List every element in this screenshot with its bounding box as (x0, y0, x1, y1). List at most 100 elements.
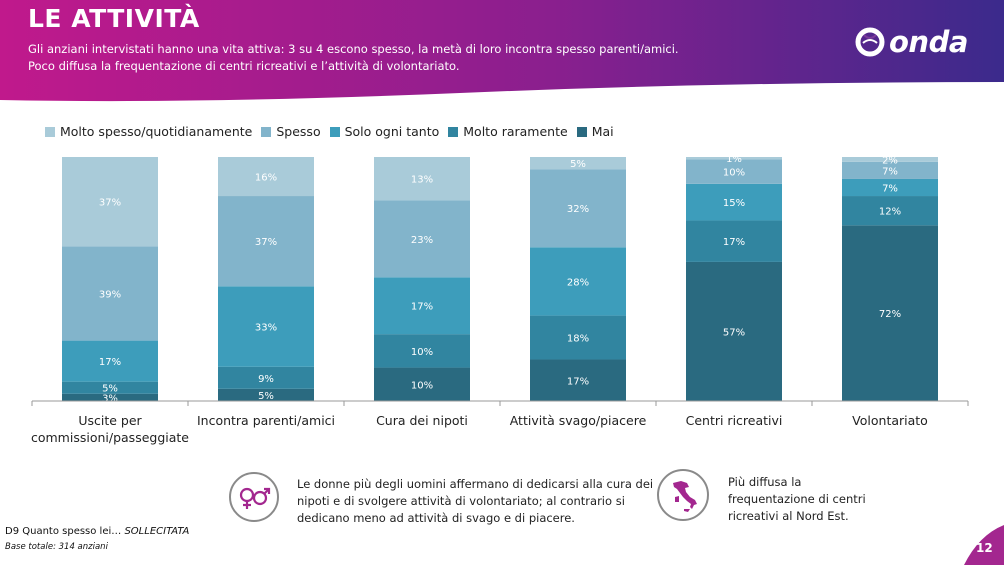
bar-segment (686, 183, 782, 221)
category-label: Incontra parenti/amici (197, 413, 335, 428)
logo-text: onda (889, 25, 968, 59)
page-title: LE ATTIVITÀ (28, 4, 200, 33)
data-label: 17% (567, 376, 589, 387)
data-label: 2% (882, 155, 898, 166)
legend-swatch (45, 126, 55, 137)
question-source: D9 Quanto spesso lei… SOLLECITATA (5, 526, 189, 537)
bar-segment (530, 157, 626, 170)
bar-segment (218, 366, 314, 389)
gender-note-line-2: nipoti e di svolgere attività di volonta… (297, 494, 625, 508)
gender-note-line-1: Le donne più degli uomini affermano di d… (297, 477, 654, 491)
bar-segment (842, 225, 938, 401)
data-label: 57% (723, 327, 745, 338)
data-label: 12% (879, 207, 901, 218)
onda-logo: onda (855, 22, 968, 62)
bar-segment (842, 196, 938, 226)
bar-segment (686, 157, 782, 160)
question-prefix: D9 Quanto spesso lei… (5, 526, 125, 537)
page-number: 12 (976, 541, 993, 555)
question-suffix: SOLLECITATA (124, 526, 190, 537)
bar-segment (374, 200, 470, 278)
bar-segment (62, 393, 158, 401)
bar-segment (218, 196, 314, 287)
sample-base: Base totale: 314 anziani (5, 542, 108, 552)
data-label: 5% (102, 384, 118, 395)
category-label: Volontariato (852, 413, 928, 428)
region-note-line-1: Più diffusa la (728, 475, 802, 489)
data-label: 28% (567, 277, 589, 288)
data-label: 10% (411, 347, 433, 358)
data-label: 72% (879, 309, 901, 320)
legend-item: Solo ogni tanto (329, 124, 440, 139)
category-label: commissioni/passeggiate (31, 430, 189, 445)
bar-segment (842, 161, 938, 179)
data-label: 10% (723, 168, 745, 179)
legend-swatch (329, 126, 340, 137)
data-label: 7% (882, 184, 898, 195)
legend-item: Mai (576, 124, 614, 139)
bar-segment (374, 157, 470, 201)
data-label: 13% (411, 175, 433, 186)
bar-segment (530, 359, 626, 401)
bar-segment (374, 367, 470, 401)
data-label: 15% (723, 198, 745, 209)
data-label: 18% (567, 334, 589, 345)
bar-segment (62, 381, 158, 394)
region-note: Più diffusa la frequentazione di centri … (728, 474, 866, 525)
legend-item: Spesso (261, 124, 321, 139)
bar-segment (842, 178, 938, 197)
data-label: 39% (99, 289, 121, 300)
region-note-line-2: frequentazione di centri (728, 492, 866, 506)
region-note-line-3: ricreativi al Nord Est. (728, 509, 849, 523)
gender-symbols-icon (229, 472, 279, 522)
stacked-bar-chart: 3%5%17%39%37%Uscite percommissioni/passe… (30, 154, 969, 445)
onda-swirl-icon (855, 27, 885, 57)
page-subtitle: Gli anziani intervistati hanno una vita … (28, 41, 788, 75)
legend-swatch (448, 126, 459, 137)
data-label: 37% (255, 237, 277, 248)
bar-segment (62, 157, 158, 247)
data-label: 32% (567, 204, 589, 215)
gender-note-line-3: dedicano meno ad attività di svago e di … (297, 511, 575, 525)
data-label: 17% (99, 357, 121, 368)
bar-segment (842, 157, 938, 162)
data-label: 17% (411, 302, 433, 313)
data-label: 5% (258, 391, 274, 402)
data-label: 37% (99, 198, 121, 209)
legend-label: Solo ogni tanto (344, 124, 440, 139)
legend-swatch (576, 126, 587, 137)
category-label: Attività svago/piacere (510, 413, 647, 428)
bar-segment (530, 247, 626, 316)
data-label: 23% (411, 235, 433, 246)
gender-note: Le donne più degli uomini affermano di d… (297, 476, 653, 527)
bar-segment (686, 159, 782, 184)
bar-segment (530, 169, 626, 248)
data-label: 10% (411, 380, 433, 391)
italy-map-icon (657, 469, 709, 521)
category-label: Uscite per (78, 413, 142, 428)
bar-segment (62, 340, 158, 382)
legend-label: Mai (591, 124, 614, 139)
bar-segment (530, 315, 626, 360)
category-label: Centri ricreativi (686, 413, 783, 428)
data-label: 17% (723, 237, 745, 248)
data-label: 5% (570, 159, 586, 170)
data-label: 7% (882, 166, 898, 177)
data-label: 33% (255, 323, 277, 334)
data-label: 9% (258, 374, 274, 385)
subtitle-line-2: Poco diffusa la frequentazione di centri… (28, 59, 460, 73)
data-label: 3% (102, 393, 118, 404)
legend-item: Molto spesso/quotidianamente (45, 124, 252, 139)
legend-label: Molto raramente (463, 124, 568, 139)
category-label: Cura dei nipoti (376, 413, 468, 428)
data-label: 16% (255, 173, 277, 184)
chart-legend: Molto spesso/quotidianamente Spesso Solo o… (45, 124, 623, 139)
subtitle-line-1: Gli anziani intervistati hanno una vita … (28, 42, 679, 56)
data-label: 1% (726, 154, 742, 165)
bar-segment (686, 261, 782, 401)
legend-item: Molto raramente (448, 124, 568, 139)
bar-segment (218, 286, 314, 367)
legend-label: Spesso (276, 124, 321, 139)
header-background (0, 0, 1004, 102)
bar-segment (218, 157, 314, 197)
